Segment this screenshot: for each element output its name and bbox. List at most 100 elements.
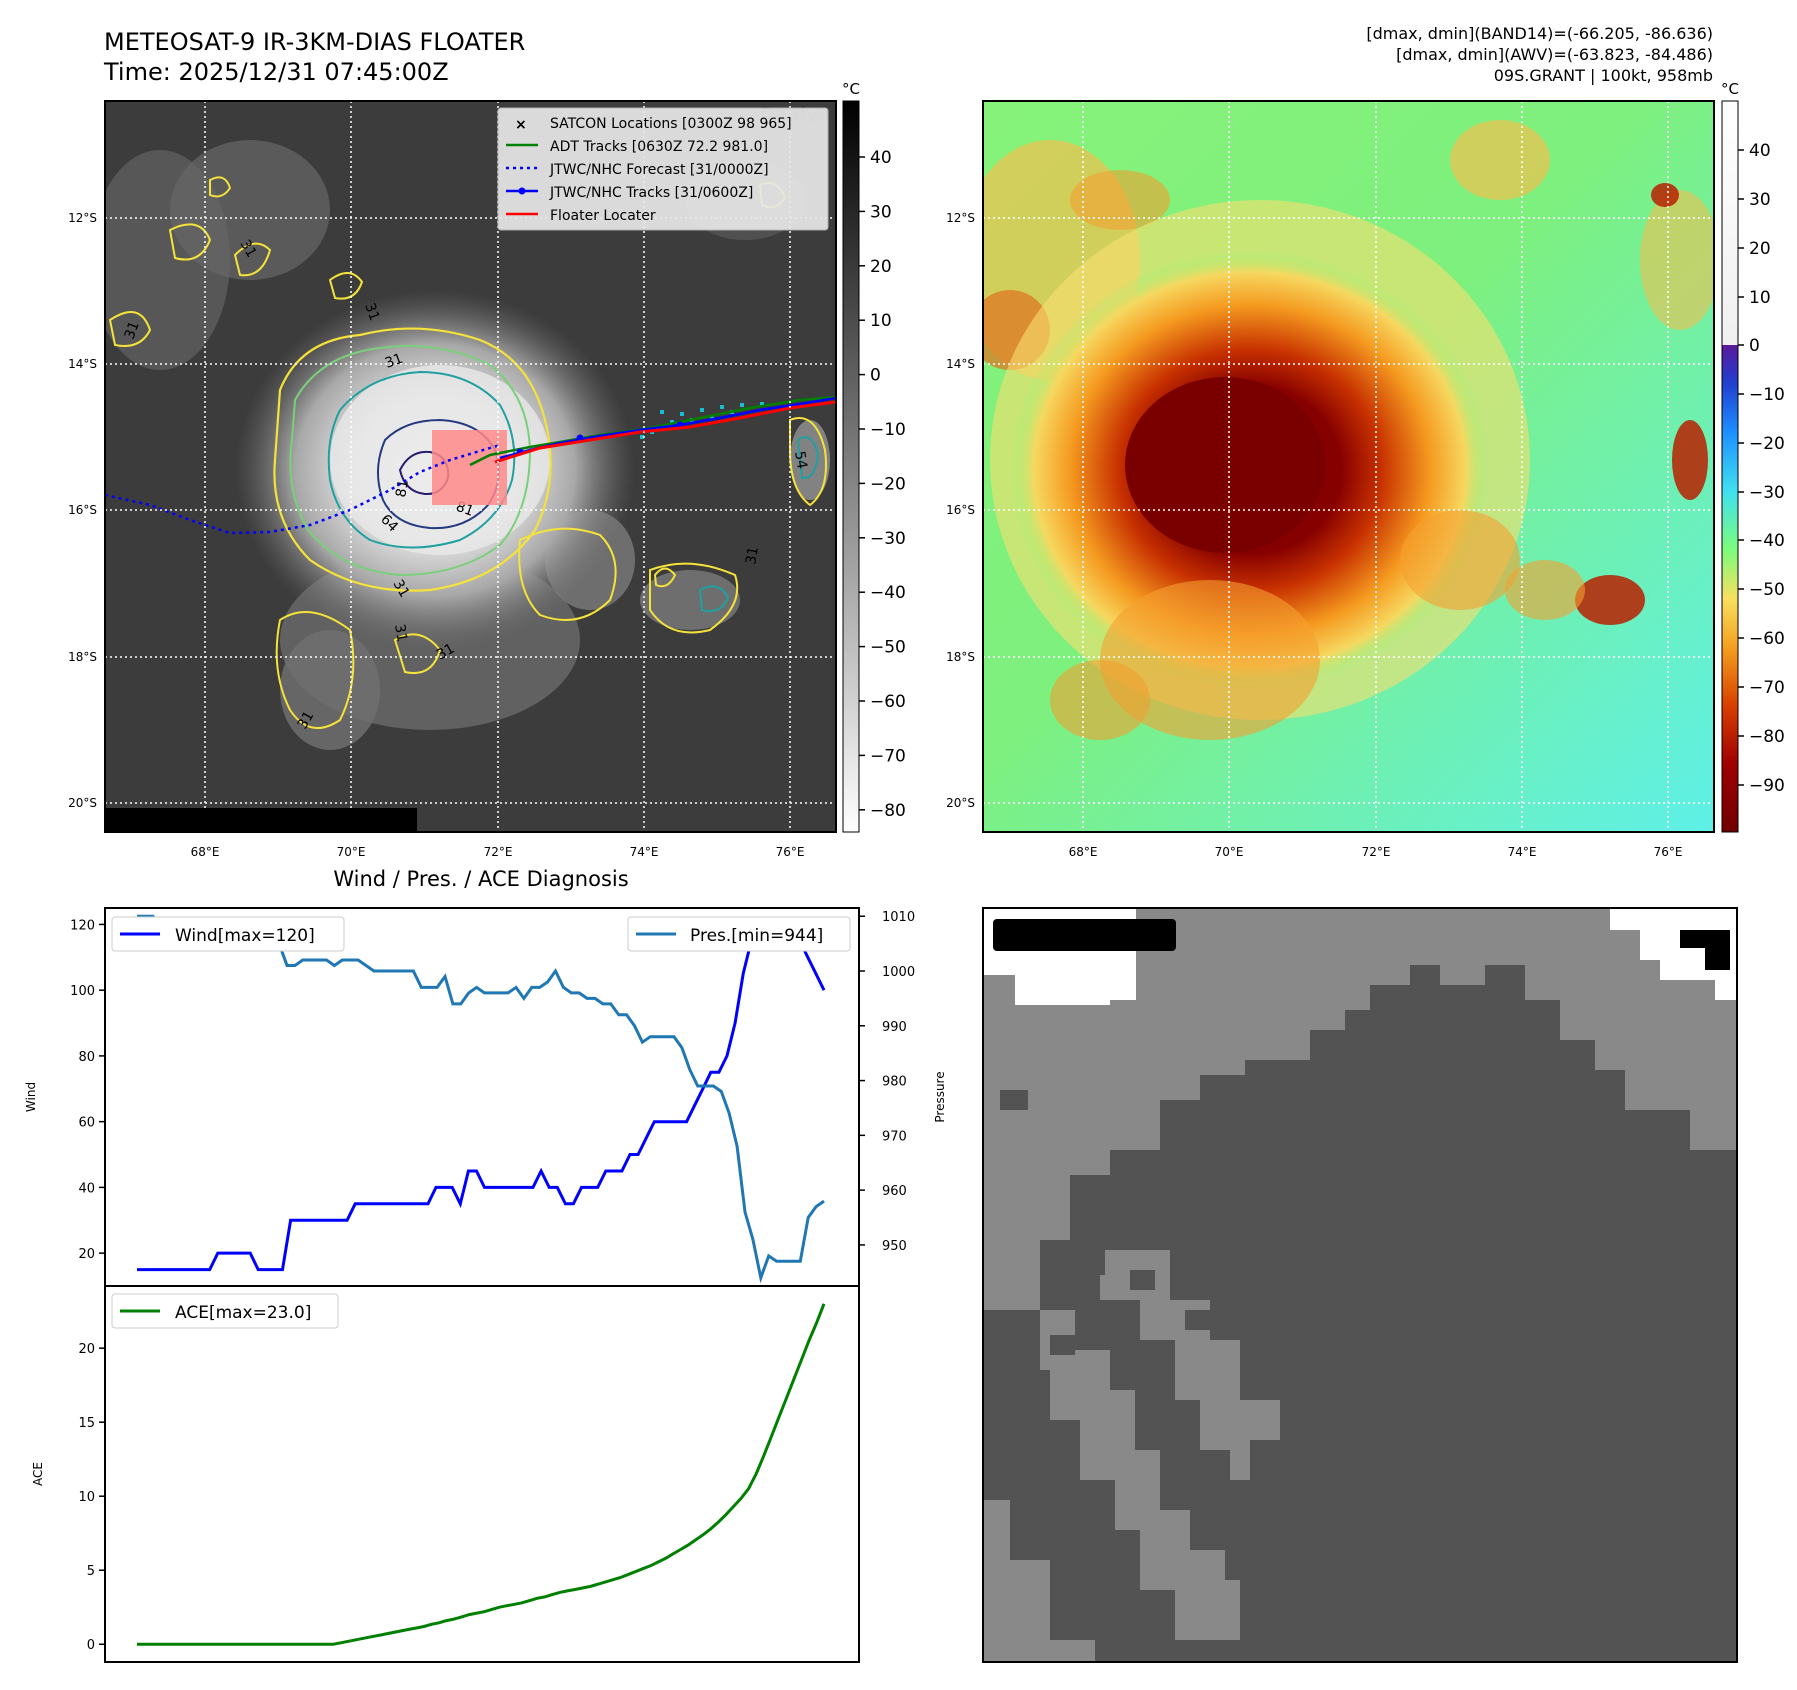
wind-tick-label: 80	[78, 1050, 95, 1065]
pressure-tick-label: 1010	[882, 910, 915, 925]
svg-text:SATCON Locations [0300Z 98 965: SATCON Locations [0300Z 98 965]	[550, 116, 792, 132]
ir-cbar-tick: 30	[870, 202, 892, 222]
ir-cbar-tick: −60	[870, 692, 906, 712]
ir-cbar-tick: −70	[870, 746, 906, 766]
awv-cbar-tick: 30	[1749, 190, 1771, 210]
lon-tick: 68°E	[191, 845, 220, 859]
contour-label: 31	[295, 709, 318, 732]
ace-tick-label: 0	[87, 1638, 95, 1653]
contour-label: 31	[361, 301, 382, 323]
pressure-tick-label: 970	[882, 1129, 907, 1144]
lat-tick: 20°S	[68, 796, 97, 810]
svg-text:Floater Locater: Floater Locater	[550, 208, 656, 224]
svg-text:Pres.[min=944]: Pres.[min=944]	[690, 926, 823, 946]
ir-cbar-tick: −10	[870, 420, 906, 440]
ir-cbar-tick: −50	[870, 638, 906, 658]
legend-item-adt: ADT Tracks [0630Z 72.2 981.0]	[506, 139, 768, 155]
lon-tick: 70°E	[1215, 845, 1244, 859]
ace-series-line	[137, 1303, 826, 1646]
ace-chart: ACE 0 5 10 15 20 ACE[max=23.0]	[31, 1285, 860, 1663]
ir-cbar-tick: −30	[870, 529, 906, 549]
svg-text:Wind[max=120]: Wind[max=120]	[175, 926, 315, 946]
wmg-panel: WMG Count: 0	[982, 907, 1738, 1663]
awv-cbar-tick: 20	[1749, 239, 1771, 259]
floater-locater-track	[494, 400, 836, 464]
svg-text:JTWC/NHC Tracks [31/0600Z]: JTWC/NHC Tracks [31/0600Z]	[549, 185, 753, 201]
awv-cbar-tick: −30	[1749, 483, 1785, 503]
contour-label: 31	[383, 351, 405, 372]
awv-cbar-tick: 0	[1749, 336, 1760, 356]
wind-tick-label: 20	[78, 1247, 95, 1262]
figure-time: Time: 2025/12/31 07:45:00Z	[103, 58, 449, 86]
wind-axis-label: Wind	[24, 1082, 38, 1112]
ir-cbar-tick: 20	[870, 257, 892, 277]
contour-label: 54	[791, 450, 810, 470]
lat-tick: 12°S	[946, 211, 975, 225]
svg-text:ACE[max=23.0]: ACE[max=23.0]	[175, 1303, 311, 1323]
awv-map-panel: 68°E 70°E 72°E 74°E 76°E 12°S 14°S 16°S …	[946, 80, 1785, 859]
svg-text:JTWC/NHC Forecast [31/0000Z]: JTWC/NHC Forecast [31/0000Z]	[549, 162, 769, 178]
figure-title: METEOSAT-9 IR-3KM-DIAS FLOATER	[104, 28, 525, 56]
lat-tick: 18°S	[68, 650, 97, 664]
ir-cbar-unit: °C	[842, 80, 860, 98]
wind-legend: Wind[max=120]	[111, 916, 345, 952]
ir-cbar-tick: −40	[870, 583, 906, 603]
lat-tick: 18°S	[946, 650, 975, 664]
pressure-tick-label: 1000	[882, 965, 915, 980]
awv-cbar-tick: −10	[1749, 385, 1785, 405]
contour-label: 31	[434, 641, 457, 664]
contour-label: 31	[391, 623, 410, 643]
contour-label: 31	[237, 237, 260, 260]
ir-cbar-tick: 0	[870, 366, 881, 386]
ir-cbar-tick: −20	[870, 474, 906, 494]
awv-cbar-tick: −80	[1749, 727, 1785, 747]
awv-cbar-tick: −90	[1749, 776, 1785, 796]
awv-cbar-tick: −20	[1749, 434, 1785, 454]
wind-tick-label: 120	[70, 918, 95, 933]
ace-tick-label: 20	[78, 1342, 95, 1357]
ir-cbar-tick: −80	[870, 801, 906, 821]
lon-tick: 72°E	[1362, 845, 1391, 859]
lat-tick: 16°S	[946, 503, 975, 517]
ace-legend: ACE[max=23.0]	[111, 1293, 339, 1329]
ace-tick-label: 5	[87, 1564, 95, 1579]
awv-cbar-unit: °C	[1721, 80, 1739, 98]
stats-awv: [dmax, dmin](AWV)=(-63.823, -84.486)	[1396, 45, 1713, 64]
awv-cbar-tick: 40	[1749, 141, 1771, 161]
ir-colorbar: °C 40 30 20 10 0 −10 −20 −30 −40 −50 −60 −70 −80	[842, 80, 906, 833]
wind-series-line	[137, 922, 826, 1272]
wind-tick-label: 100	[70, 984, 95, 999]
contour-label: 31	[743, 545, 762, 565]
contour-label: 81	[393, 478, 412, 498]
legend-item-satcon: × SATCON Locations [0300Z 98 965]	[515, 116, 792, 133]
awv-cbar-tick: 10	[1749, 288, 1771, 308]
copyright: Copyright © 2020-2025 Dapiya	[108, 811, 387, 830]
legend-item-jtwc-tracks: JTWC/NHC Tracks [31/0600Z]	[506, 185, 753, 201]
stats-band14: [dmax, dmin](BAND14)=(-66.205, -86.636)	[1366, 24, 1713, 43]
lon-tick: 74°E	[1508, 845, 1537, 859]
lat-tick: 14°S	[68, 357, 97, 371]
contour-label: 31	[390, 577, 413, 600]
ace-tick-label: 15	[78, 1416, 95, 1431]
awv-cbar-tick: −50	[1749, 580, 1785, 600]
ir-map-panel: 31 31 31 31 31 31 31 31 31 54 64 81 81	[68, 80, 906, 859]
lon-tick: 72°E	[484, 845, 513, 859]
wind-tick-label: 40	[78, 1181, 95, 1196]
awv-cbar-tick: −40	[1749, 531, 1785, 551]
contour-label: 31	[122, 319, 143, 341]
wmg-count: WMG Count: 0	[1002, 925, 1155, 947]
lon-tick: 74°E	[630, 845, 659, 859]
svg-text:×: ×	[515, 117, 527, 133]
ir-cbar-tick: 10	[870, 311, 892, 331]
pressure-tick-label: 950	[882, 1239, 907, 1254]
svg-text:ADT Tracks [0630Z 72.2 981.0]: ADT Tracks [0630Z 72.2 981.0]	[550, 139, 768, 155]
lat-tick: 16°S	[68, 503, 97, 517]
wind-tick-label: 60	[78, 1116, 95, 1131]
lat-tick: 14°S	[946, 357, 975, 371]
ir-cbar-tick: 40	[870, 148, 892, 168]
pressure-tick-label: 980	[882, 1075, 907, 1090]
diagnosis-title: Wind / Pres. / ACE Diagnosis	[333, 867, 628, 891]
legend-item-forecast: JTWC/NHC Forecast [31/0000Z]	[506, 162, 769, 178]
lon-tick: 76°E	[1654, 845, 1683, 859]
